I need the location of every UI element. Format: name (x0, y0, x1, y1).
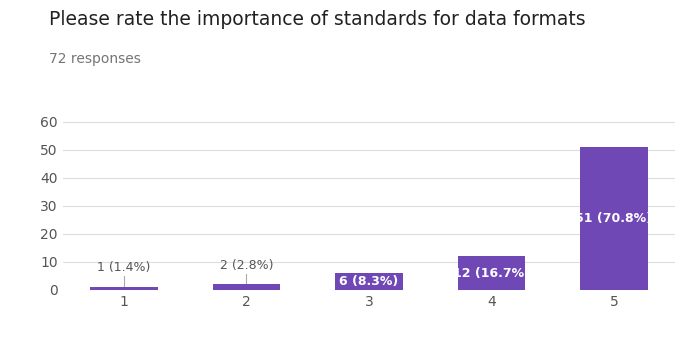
Bar (213, 284, 280, 290)
Bar (90, 287, 157, 290)
Text: 2 (2.8%): 2 (2.8%) (220, 258, 273, 272)
Bar (458, 256, 525, 290)
Text: Please rate the importance of standards for data formats: Please rate the importance of standards … (49, 10, 585, 29)
Text: 72 responses: 72 responses (49, 52, 141, 66)
Text: 51 (70.8%): 51 (70.8%) (576, 212, 652, 225)
Text: 12 (16.7%): 12 (16.7%) (453, 267, 530, 279)
Bar (335, 273, 402, 290)
Text: 6 (8.3%): 6 (8.3%) (339, 275, 399, 288)
Text: 1 (1.4%): 1 (1.4%) (97, 262, 150, 274)
Bar (580, 147, 647, 290)
